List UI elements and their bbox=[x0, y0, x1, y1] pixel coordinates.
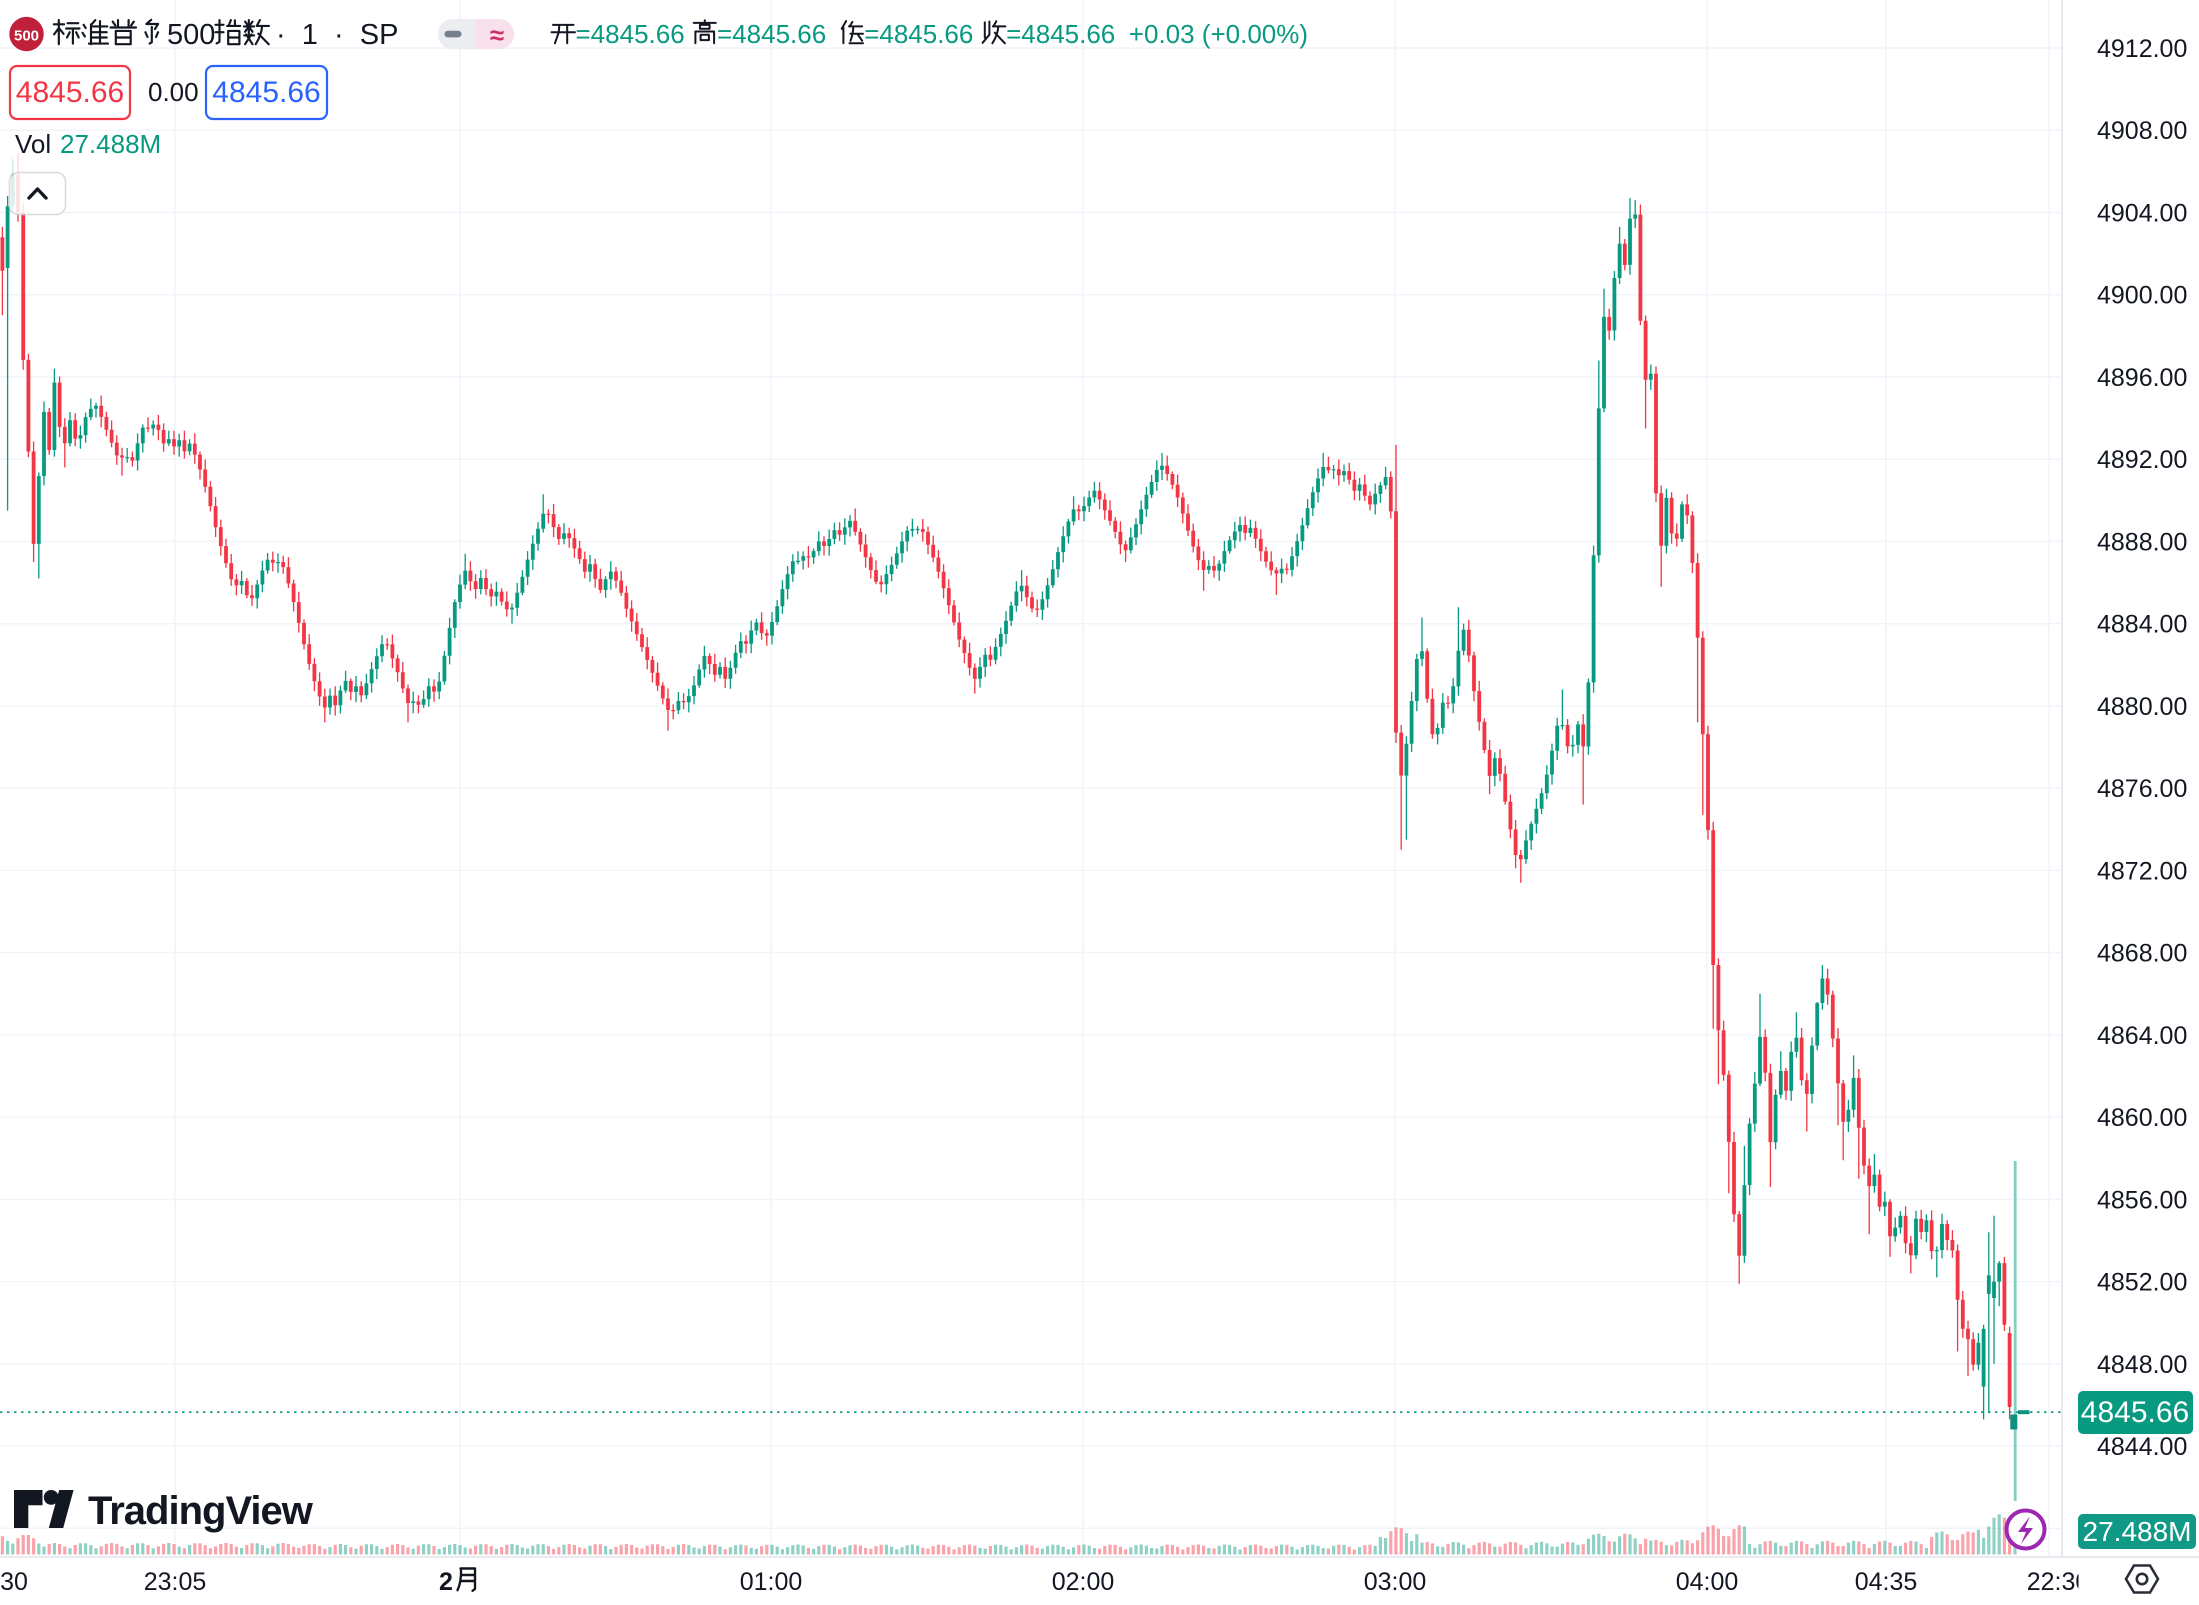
svg-text:TradingView: TradingView bbox=[88, 1489, 314, 1533]
svg-text:4860.00: 4860.00 bbox=[2097, 1104, 2187, 1132]
svg-text:03:00: 03:00 bbox=[1364, 1568, 1427, 1596]
svg-text:4845.66: 4845.66 bbox=[212, 76, 320, 109]
svg-text:4884.00: 4884.00 bbox=[2097, 611, 2187, 639]
svg-text:4872.00: 4872.00 bbox=[2097, 857, 2187, 885]
svg-text:500: 500 bbox=[167, 19, 215, 51]
svg-text:4856.00: 4856.00 bbox=[2097, 1186, 2187, 1214]
svg-text:+0.03 (+0.00%): +0.03 (+0.00%) bbox=[1129, 19, 1308, 49]
svg-text:27.488M: 27.488M bbox=[2083, 1516, 2192, 1547]
svg-text:4904.00: 4904.00 bbox=[2097, 200, 2187, 228]
svg-text:4896.00: 4896.00 bbox=[2097, 364, 2187, 392]
svg-text:30: 30 bbox=[0, 1568, 28, 1596]
svg-text:2: 2 bbox=[439, 1568, 453, 1596]
svg-text:0.00: 0.00 bbox=[148, 77, 199, 107]
svg-text:04:35: 04:35 bbox=[1855, 1568, 1918, 1596]
svg-text:23:05: 23:05 bbox=[144, 1568, 207, 1596]
svg-text:· 1 · SP: · 1 · SP bbox=[276, 19, 398, 51]
svg-text:4892.00: 4892.00 bbox=[2097, 446, 2187, 474]
svg-text:500: 500 bbox=[14, 28, 39, 45]
svg-text:4880.00: 4880.00 bbox=[2097, 693, 2187, 721]
svg-text:22:30: 22:30 bbox=[2027, 1568, 2090, 1596]
svg-text:4845.66: 4845.66 bbox=[16, 76, 124, 109]
svg-text:27.488M: 27.488M bbox=[60, 129, 161, 159]
svg-text:4908.00: 4908.00 bbox=[2097, 117, 2187, 145]
svg-text:=4845.66: =4845.66 bbox=[717, 19, 826, 49]
svg-text:02:00: 02:00 bbox=[1052, 1568, 1115, 1596]
svg-text:4864.00: 4864.00 bbox=[2097, 1022, 2187, 1050]
svg-text:4912.00: 4912.00 bbox=[2097, 35, 2187, 63]
svg-text:4848.00: 4848.00 bbox=[2097, 1351, 2187, 1379]
svg-text:4876.00: 4876.00 bbox=[2097, 775, 2187, 803]
svg-text:=4845.66: =4845.66 bbox=[576, 19, 685, 49]
svg-text:01:00: 01:00 bbox=[740, 1568, 803, 1596]
svg-text:=4845.66: =4845.66 bbox=[864, 19, 973, 49]
svg-text:Vol: Vol bbox=[15, 129, 51, 159]
svg-text:4900.00: 4900.00 bbox=[2097, 282, 2187, 310]
svg-text:4845.66: 4845.66 bbox=[2081, 1396, 2189, 1429]
svg-text:4868.00: 4868.00 bbox=[2097, 940, 2187, 968]
svg-text:04:00: 04:00 bbox=[1676, 1568, 1739, 1596]
svg-text:4888.00: 4888.00 bbox=[2097, 528, 2187, 556]
svg-text:=4845.66: =4845.66 bbox=[1006, 19, 1115, 49]
svg-text:≈: ≈ bbox=[490, 20, 504, 50]
svg-text:4844.00: 4844.00 bbox=[2097, 1433, 2187, 1461]
svg-text:4852.00: 4852.00 bbox=[2097, 1269, 2187, 1297]
